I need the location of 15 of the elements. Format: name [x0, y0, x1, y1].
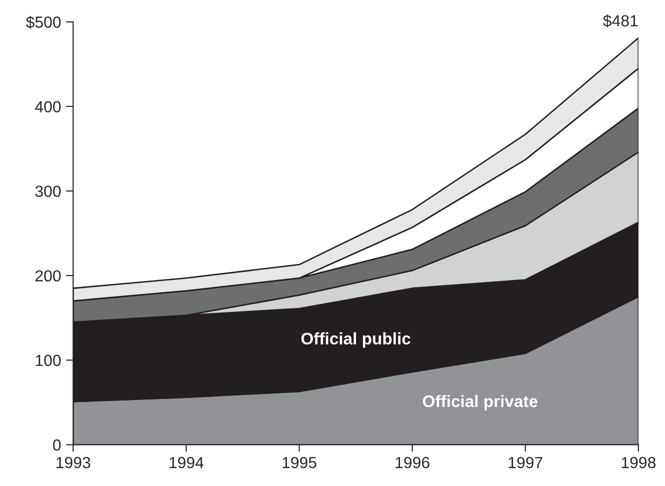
x-tick-label: 1993: [56, 456, 90, 468]
y-tick-label: $500: [26, 16, 61, 29]
annotation: $481: [603, 14, 638, 28]
x-tick-label: 1995: [282, 456, 316, 468]
x-tick-label: 1998: [622, 456, 656, 468]
series-label: Official private: [422, 394, 538, 411]
x-tick-label: 1994: [170, 456, 204, 468]
x-tick-label: 1996: [396, 456, 430, 468]
y-tick-label: 0: [53, 439, 61, 451]
y-tick-label: 300: [35, 186, 61, 197]
x-tick-label: 1997: [508, 456, 542, 468]
series-label: Official public: [301, 332, 410, 348]
y-tick-label: 100: [36, 354, 61, 366]
y-tick-label: 400: [35, 101, 61, 112]
y-tick-label: 200: [36, 270, 61, 282]
